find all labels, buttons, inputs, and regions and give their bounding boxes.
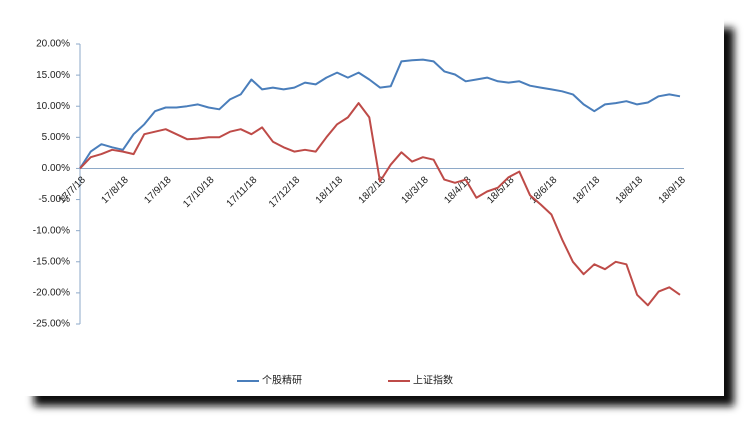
y-tick-label: 20.00% — [36, 39, 70, 50]
panel — [24, 18, 724, 396]
y-tick-label: -20.00% — [33, 288, 70, 299]
y-tick-label: -25.00% — [33, 319, 70, 330]
legend-label: 上证指数 — [413, 374, 453, 387]
y-tick-label: -15.00% — [33, 256, 70, 267]
y-tick-label: -10.00% — [33, 225, 70, 236]
y-tick-label: -5.00% — [38, 194, 70, 205]
series-line — [79, 58, 681, 169]
y-tick-label: 5.00% — [42, 132, 70, 143]
y-tick-label: 15.00% — [36, 70, 70, 81]
y-tick-label: 0.00% — [42, 163, 70, 174]
legend-label: 个股精研 — [262, 374, 302, 387]
series-line — [79, 102, 681, 307]
y-tick-label: 10.00% — [36, 101, 70, 112]
